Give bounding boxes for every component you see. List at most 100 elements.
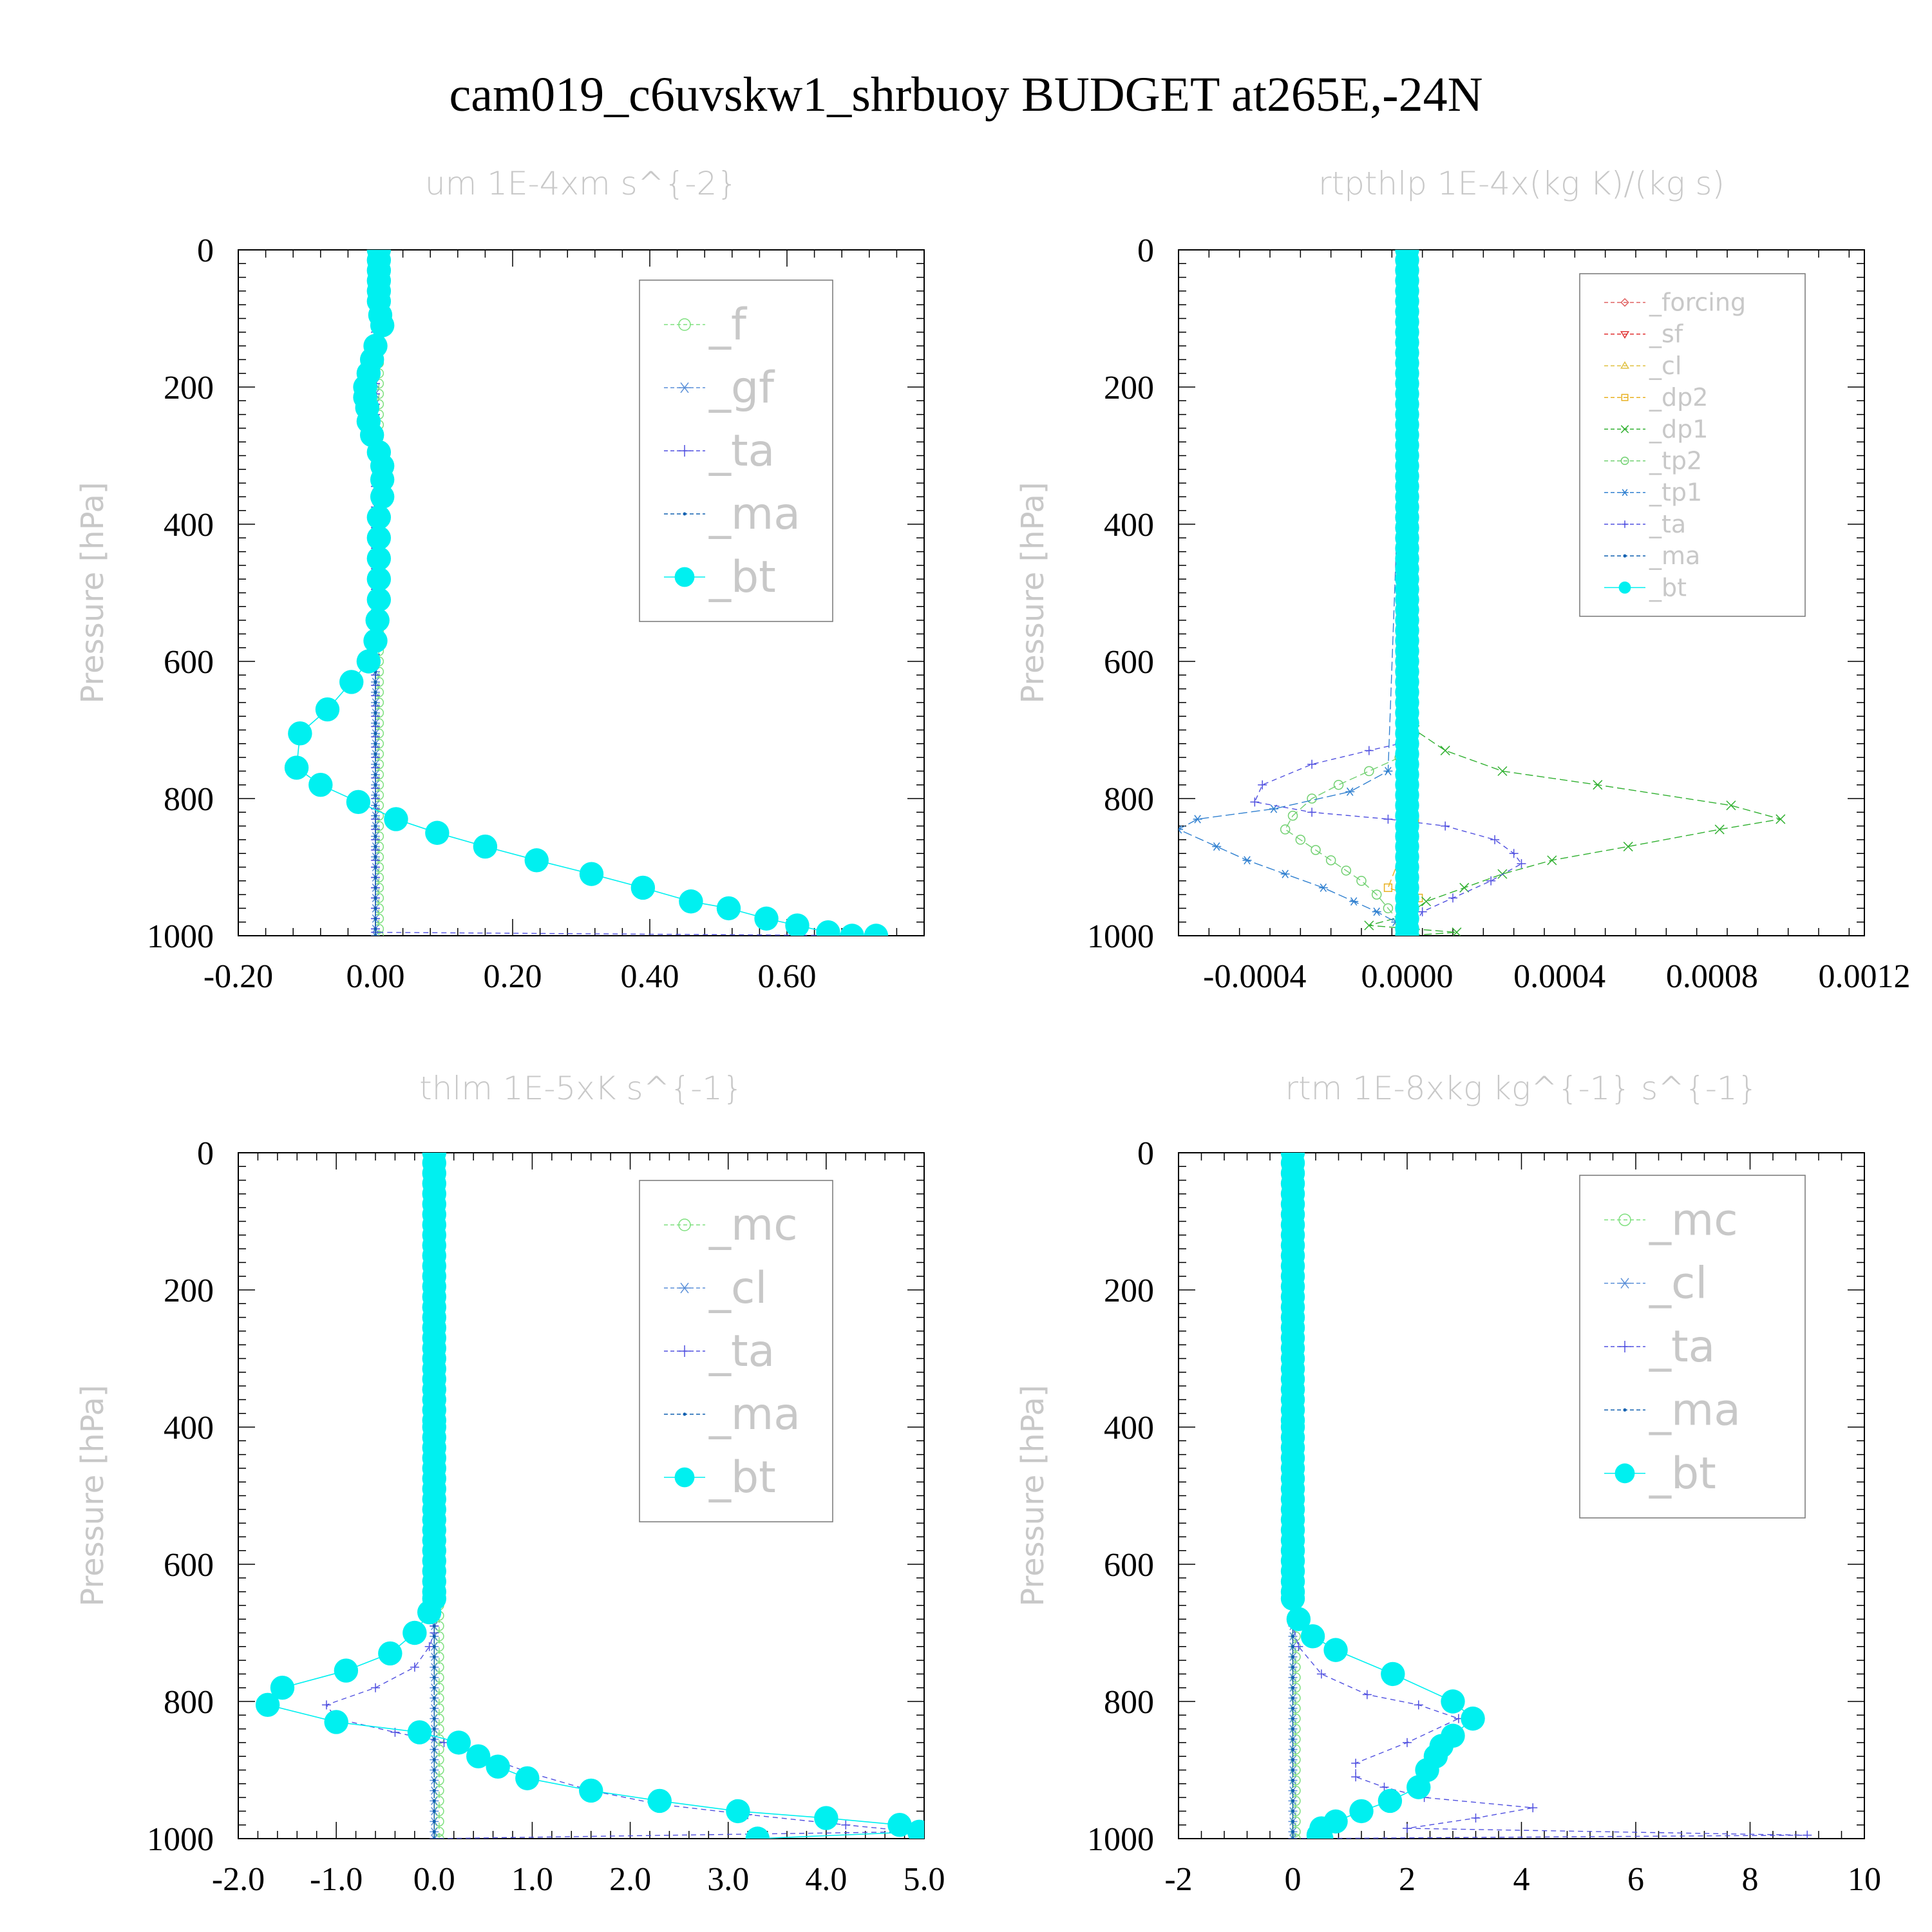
legend-label: _tp2 bbox=[1649, 447, 1702, 475]
data-point bbox=[432, 1758, 436, 1762]
legend-label: _cl bbox=[708, 1263, 767, 1314]
data-point bbox=[1364, 920, 1374, 931]
data-point bbox=[374, 835, 377, 838]
legend-label: _ma bbox=[708, 1389, 800, 1440]
data-point bbox=[1726, 800, 1736, 811]
data-point bbox=[374, 721, 377, 725]
legend-label: _ma bbox=[1649, 1385, 1741, 1436]
legend-item: _cl bbox=[664, 1263, 767, 1314]
data-point bbox=[374, 732, 377, 735]
x-tick-label: 3.0 bbox=[707, 1861, 749, 1898]
legend-item: _cl bbox=[1604, 1258, 1707, 1309]
legend-marker bbox=[683, 512, 687, 516]
legend-label: _ma bbox=[708, 489, 800, 540]
data-point bbox=[1291, 1837, 1294, 1839]
data-point bbox=[907, 1819, 924, 1839]
data-point bbox=[374, 762, 377, 766]
data-point bbox=[1291, 1717, 1294, 1721]
data-point bbox=[430, 1834, 439, 1839]
legend-label: _mc bbox=[708, 1200, 798, 1251]
series-bt bbox=[1395, 250, 1419, 936]
data-point bbox=[402, 1620, 427, 1645]
data-point bbox=[410, 1662, 419, 1672]
legend-marker bbox=[1623, 554, 1627, 558]
data-point bbox=[486, 1754, 510, 1779]
legend-label: _bt bbox=[708, 552, 776, 603]
legend-marker bbox=[674, 1467, 695, 1488]
data-point bbox=[1280, 824, 1291, 835]
legend-item: _ma bbox=[664, 1389, 800, 1440]
legend-marker bbox=[1620, 457, 1629, 466]
series-line bbox=[1292, 1153, 1808, 1839]
x-tick-label: 0.0 bbox=[413, 1861, 455, 1898]
y-tick-label: 1000 bbox=[1087, 1821, 1154, 1858]
data-point bbox=[324, 1710, 348, 1734]
data-point bbox=[1497, 766, 1508, 776]
data-point bbox=[434, 1833, 444, 1839]
data-point bbox=[371, 931, 380, 936]
data-point bbox=[432, 1738, 436, 1741]
data-point bbox=[284, 755, 309, 780]
data-point bbox=[1291, 1809, 1294, 1813]
y-tick-label: 1000 bbox=[147, 1821, 214, 1858]
data-point bbox=[374, 680, 377, 684]
data-point bbox=[1471, 1814, 1481, 1823]
data-point bbox=[1280, 1586, 1305, 1611]
legend: _f _gf _ta _ma _bt bbox=[639, 279, 833, 622]
data-point bbox=[432, 1645, 436, 1649]
legend-label: _sf bbox=[1649, 320, 1684, 348]
data-point bbox=[374, 814, 377, 818]
data-point bbox=[1383, 766, 1393, 775]
x-tick-label: 4.0 bbox=[805, 1861, 847, 1898]
data-point bbox=[374, 906, 377, 910]
series-ta bbox=[1250, 250, 1526, 936]
data-point bbox=[374, 866, 377, 869]
data-point bbox=[432, 1665, 436, 1669]
data-point bbox=[432, 1778, 436, 1782]
y-axis-label: Pressure [hPa] bbox=[1015, 482, 1051, 703]
data-point bbox=[726, 1799, 750, 1824]
data-point bbox=[370, 484, 395, 509]
data-point bbox=[1325, 855, 1336, 866]
x-tick-label: -2 bbox=[1164, 1861, 1192, 1898]
data-point bbox=[1311, 845, 1321, 855]
data-point bbox=[1803, 1830, 1812, 1839]
data-point bbox=[864, 923, 889, 936]
data-point bbox=[1417, 907, 1427, 916]
data-point bbox=[1291, 1655, 1294, 1659]
y-tick-label: 800 bbox=[1104, 781, 1154, 818]
data-point bbox=[1547, 855, 1557, 866]
data-point bbox=[374, 793, 377, 797]
data-point bbox=[1440, 745, 1450, 755]
y-tick-label: 400 bbox=[1104, 507, 1154, 544]
legend-item: _bt bbox=[664, 1452, 776, 1503]
data-point bbox=[1291, 1799, 1294, 1803]
data-point bbox=[1714, 824, 1725, 835]
series-group bbox=[284, 250, 889, 936]
legend-label: _ta bbox=[1649, 510, 1686, 538]
legend-marker bbox=[1620, 331, 1630, 339]
x-tick-label: 0.0008 bbox=[1666, 958, 1758, 995]
x-tick-label: 6 bbox=[1627, 1861, 1644, 1898]
y-axis-label: Pressure [hPa] bbox=[75, 1385, 111, 1606]
x-tick-label: 0.00 bbox=[346, 958, 405, 995]
legend-label: _ta bbox=[708, 1326, 775, 1377]
y-tick-label: 200 bbox=[164, 370, 214, 406]
data-point bbox=[366, 567, 392, 591]
data-point bbox=[785, 913, 810, 936]
x-tick-label: -1.0 bbox=[310, 1861, 363, 1898]
data-point bbox=[432, 1819, 436, 1823]
data-point bbox=[1309, 1826, 1334, 1839]
x-tick-label: 0.40 bbox=[621, 958, 679, 995]
legend-item: _bt bbox=[1604, 573, 1687, 601]
legend-marker bbox=[1620, 298, 1629, 307]
data-point bbox=[270, 1676, 295, 1700]
legend-item: _ma bbox=[1604, 1385, 1741, 1436]
data-point bbox=[1294, 1642, 1303, 1651]
y-axis-label: Pressure [hPa] bbox=[1015, 1385, 1051, 1606]
legend-item: _ta bbox=[1604, 510, 1686, 538]
data-point bbox=[432, 1676, 436, 1680]
legend-item: _tp2 bbox=[1604, 447, 1702, 475]
data-point bbox=[1349, 1799, 1374, 1824]
data-point bbox=[1287, 810, 1298, 821]
